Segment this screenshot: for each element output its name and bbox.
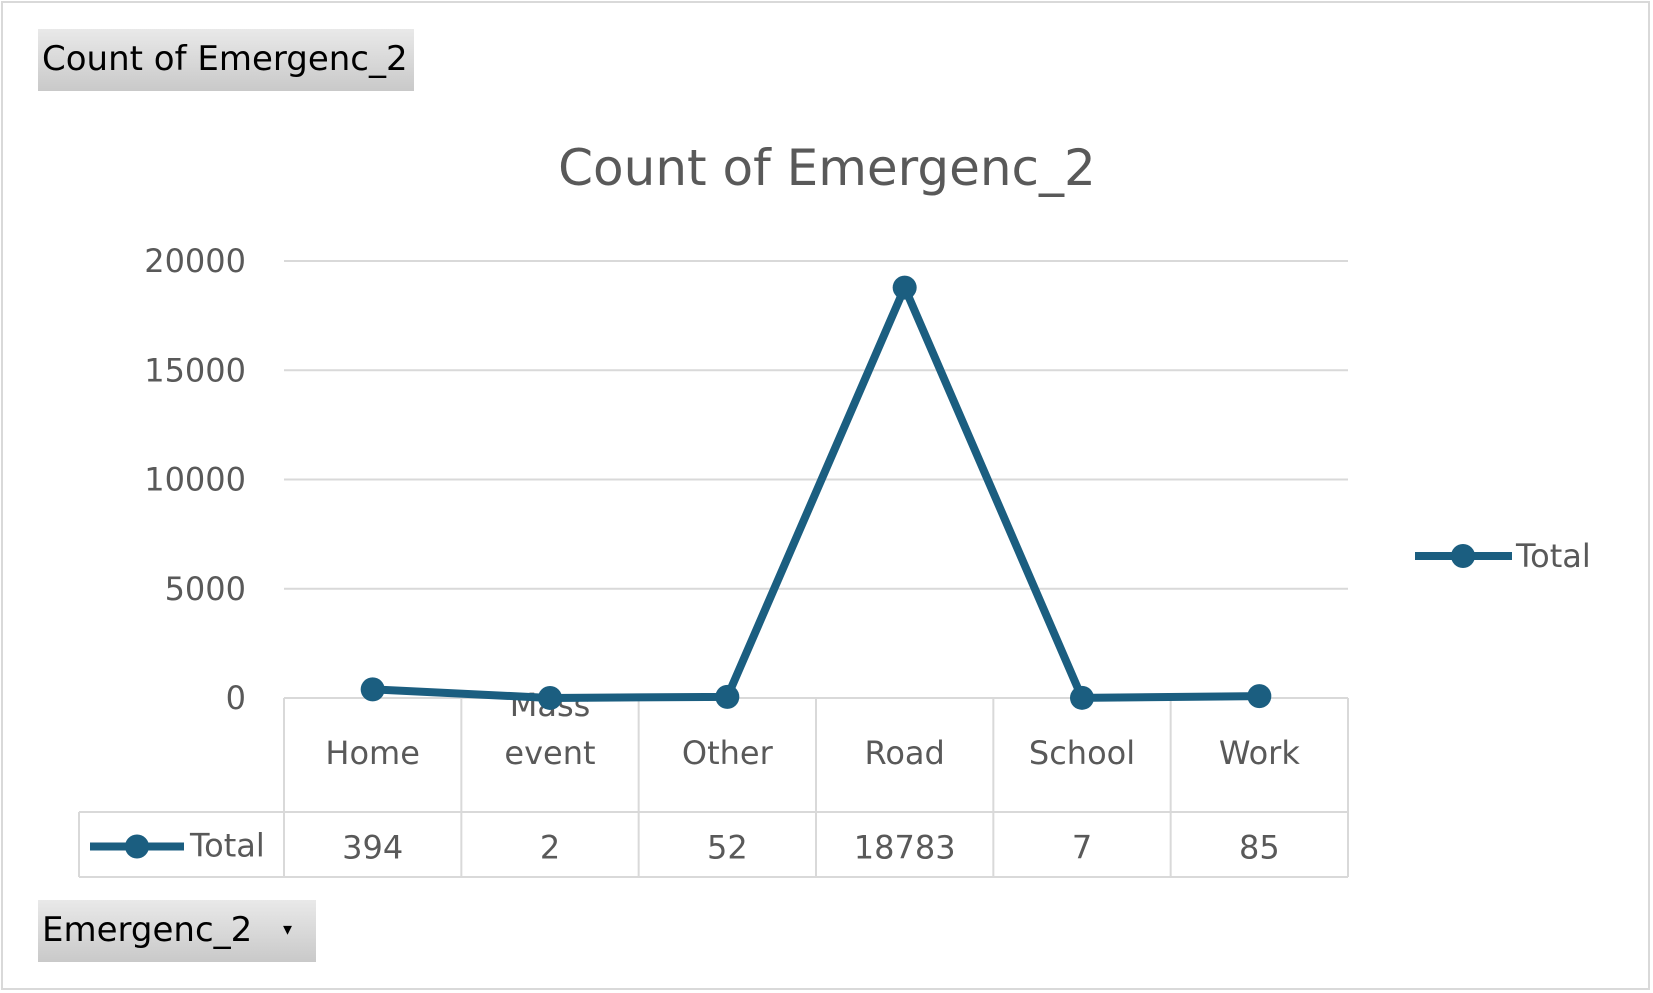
y-tick-label: 5000 (165, 570, 246, 608)
data-point (715, 684, 740, 709)
data-point (892, 275, 917, 300)
y-tick-label: 10000 (144, 461, 246, 499)
data-point (1247, 684, 1272, 709)
y-tick-label: 20000 (144, 242, 246, 280)
table-series-label: Total (189, 827, 265, 865)
data-point (360, 677, 385, 702)
table-value: 18783 (854, 829, 956, 867)
legend: Total (1415, 537, 1591, 575)
table-value: 2 (540, 829, 560, 867)
value-field-button[interactable]: Count of Emergenc_2 (38, 29, 414, 91)
category-label: Other (682, 734, 774, 772)
value-field-label: Count of Emergenc_2 (42, 39, 408, 79)
table-legend-key-marker (125, 834, 149, 859)
chart-title: Count of Emergenc_2 (558, 139, 1096, 197)
legend-key-marker (1451, 544, 1475, 568)
data-table-values: Total 394 2 52 18783 7 85 (90, 827, 1280, 867)
category-labels: HomeMasseventOtherRoadSchoolWork (325, 686, 1300, 772)
data-point (538, 685, 562, 710)
series-line (372, 277, 1260, 702)
dropdown-arrow-icon[interactable]: ▾ (282, 919, 292, 940)
data-point (1070, 685, 1094, 710)
table-value: 85 (1239, 829, 1280, 867)
data-table-grid (78, 697, 1349, 878)
legend-label: Total (1515, 537, 1591, 575)
axis-field-label: Emergenc_2 (42, 910, 253, 950)
category-label: School (1029, 734, 1135, 772)
table-value: 394 (342, 829, 403, 867)
gridlines (284, 260, 1348, 590)
category-label: Road (865, 734, 945, 772)
y-tick-label: 0 (226, 679, 246, 717)
category-label: Home (325, 734, 420, 772)
table-value: 52 (707, 829, 748, 867)
y-axis-tick-labels: 0 5000 10000 15000 20000 (144, 242, 246, 717)
axis-field-button[interactable]: Emergenc_2 ▾ (38, 900, 316, 962)
series-layer (360, 275, 1272, 710)
category-label: Work (1219, 734, 1301, 772)
y-tick-label: 15000 (144, 351, 246, 389)
table-value: 7 (1072, 829, 1092, 867)
